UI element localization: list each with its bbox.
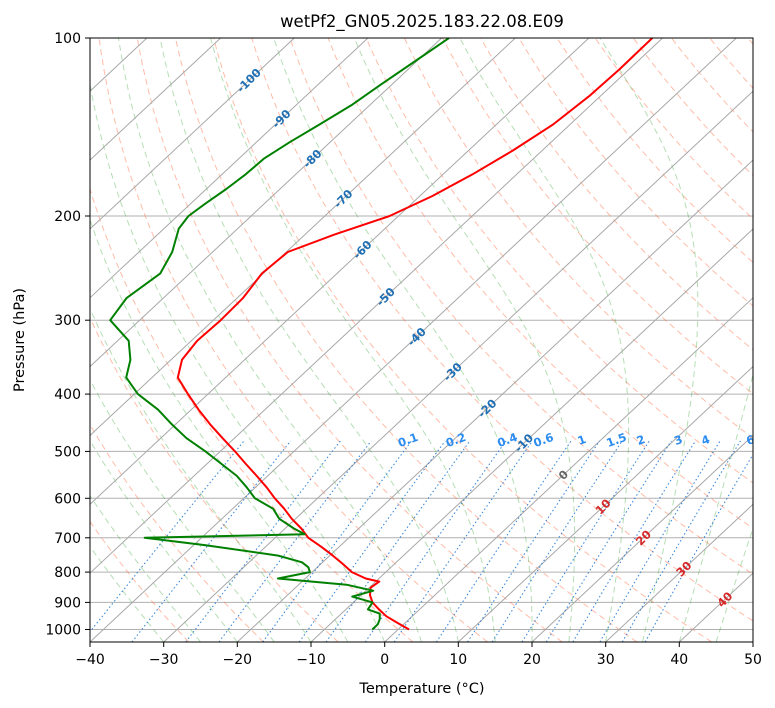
y-tick-label: 1000: [45, 623, 81, 639]
y-tick-label: 100: [54, 31, 81, 47]
dry-adiabat: [136, 38, 563, 642]
dry-adiabat: [442, 38, 753, 395]
x-tick-label: 30: [597, 652, 615, 668]
x-tick-label: −30: [149, 652, 179, 668]
moist-adiabat: [273, 38, 533, 642]
mixing-ratio-line: [262, 440, 413, 642]
moist-adiabat: [715, 526, 753, 642]
x-axis-label: Temperature (°C): [358, 681, 484, 697]
isotherm: [310, 228, 753, 642]
mixing-ratio-line: [521, 440, 650, 642]
x-tick-label: 0: [380, 652, 389, 668]
isotherm: [90, 38, 295, 230]
dry-adiabat: [480, 38, 753, 351]
isotherm: [236, 159, 753, 642]
y-axis-label: Pressure (hPa): [12, 288, 28, 392]
mixing-ratio-line: [393, 440, 533, 642]
plot-background: [90, 38, 753, 642]
mixing-ratio-label: 0.1: [396, 430, 420, 450]
y-tick-label: 700: [54, 531, 81, 547]
dry-adiabat: [90, 187, 414, 642]
dry-adiabat: [175, 38, 638, 642]
dry-adiabat: [289, 38, 753, 575]
y-tick-label: 800: [54, 565, 81, 581]
mixing-ratio-line: [435, 440, 572, 642]
x-tick-label: 40: [670, 652, 688, 668]
mixing-ratio-line: [491, 440, 623, 642]
dry-adiabat: [327, 38, 753, 529]
x-tick-label: 10: [449, 652, 467, 668]
y-tick-label: 400: [54, 387, 81, 403]
dewpoint-profile-line: [109, 38, 450, 631]
mixing-ratio-line: [644, 453, 753, 642]
mixing-ratio-line: [545, 440, 672, 642]
moist-adiabat: [90, 378, 275, 642]
moist-adiabat: [118, 38, 422, 642]
x-tick-label: 50: [744, 652, 762, 668]
mixing-ratio-label: 0.4: [495, 430, 519, 450]
dry-adiabat: [90, 316, 339, 642]
mixing-ratio-line: [467, 440, 600, 642]
y-tick-label: 900: [54, 595, 81, 611]
moist-adiabat: [678, 372, 753, 642]
mixing-ratio-line: [131, 440, 292, 642]
isotherm: [90, 38, 442, 368]
mixing-ratio-line: [599, 440, 721, 642]
isotherm: [90, 38, 221, 161]
dry-adiabat: [90, 520, 190, 642]
isotherm: [90, 38, 516, 437]
isotherm: [90, 38, 590, 506]
mixing-ratio-line: [298, 440, 446, 642]
dry-adiabat: [98, 38, 488, 642]
moist-adiabat: [90, 81, 386, 642]
moist-adiabat: [459, 38, 630, 642]
isotherm: [605, 503, 753, 642]
chart-title: wetPf2_GN05.2025.183.22.08.E09: [280, 12, 564, 32]
isotherm: [163, 90, 753, 642]
dry-adiabat: [213, 38, 712, 642]
moist-adiabat: [210, 38, 496, 642]
moist-adiabat: [90, 494, 201, 642]
x-tick-label: −40: [75, 652, 105, 668]
dry-adiabat: [556, 38, 753, 264]
plot-frame: [89, 37, 754, 643]
y-tick-label: 200: [54, 209, 81, 225]
mixing-ratio-label: 1.5: [604, 430, 628, 450]
isotherm: [752, 641, 753, 642]
mixing-ratio-line: [572, 440, 696, 642]
isotherm: [0, 38, 73, 642]
y-tick-label: 300: [54, 313, 81, 329]
moist-adiabat: [90, 439, 238, 642]
isotherm: [90, 38, 663, 574]
isotherm: [457, 365, 753, 642]
mixing-ratio-line: [90, 440, 245, 633]
isotherm: [90, 38, 737, 642]
moist-adiabat: [159, 38, 459, 642]
x-tick-label: −10: [296, 652, 326, 668]
moist-adiabat: [599, 38, 699, 642]
temperature-profile-line: [176, 38, 653, 631]
isotherm: [90, 38, 369, 299]
mixing-ratio-line: [364, 440, 507, 642]
y-tick-label: 600: [54, 491, 81, 507]
moist-adiabat: [90, 218, 349, 642]
isotherm: [531, 434, 753, 642]
isotherm: [384, 297, 753, 642]
x-tick-label: −20: [223, 652, 253, 668]
mixing-ratio-label: 0.6: [531, 430, 555, 450]
mixing-ratio-label: 0.2: [444, 430, 468, 450]
moist-adiabat: [353, 38, 576, 642]
mixing-ratio-label: 6: [744, 432, 756, 448]
x-tick-label: 20: [523, 652, 541, 668]
moist-adiabat: [90, 545, 165, 642]
y-tick-label: 500: [54, 444, 81, 460]
